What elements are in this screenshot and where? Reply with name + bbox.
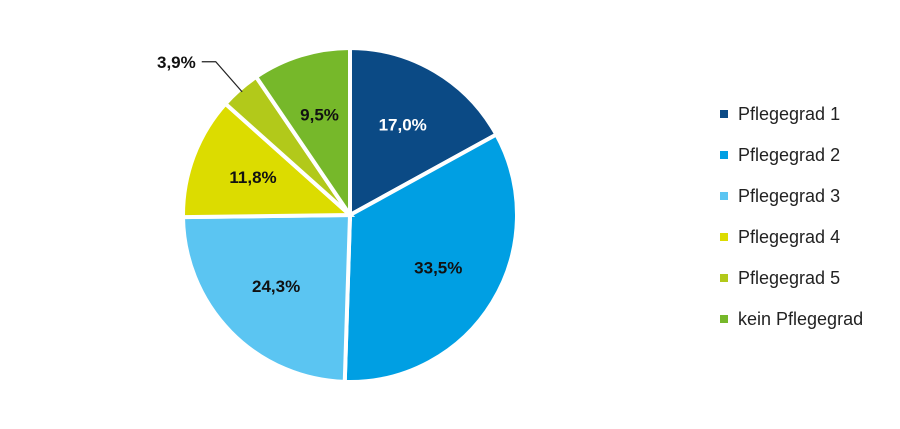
data-label: 33,5% [414,259,462,278]
data-label: 3,9% [157,53,196,72]
legend-label: kein Pflegegrad [738,309,863,329]
data-label: 17,0% [379,115,427,134]
legend-label: Pflegegrad 3 [738,186,840,206]
data-label: 9,5% [300,106,339,125]
pie-slice [253,45,352,222]
leader-line [201,61,243,93]
legend-label: Pflegegrad 4 [738,227,840,247]
pie-slice [342,131,519,384]
data-label: 24,3% [252,277,300,296]
pie-slice [348,45,500,219]
legend-swatch [720,315,728,323]
legend-label: Pflegegrad 2 [738,145,840,165]
pie-slice [180,212,353,384]
legend-swatch [720,151,728,159]
legend-swatch [720,110,728,118]
pie-slice [181,100,356,220]
legend-swatch [720,233,728,241]
legend-swatch [720,192,728,200]
legend-swatch [720,274,728,282]
data-label: 11,8% [229,168,276,187]
legend-label: Pflegegrad 5 [738,268,840,288]
legend-label: Pflegegrad 1 [738,104,840,124]
